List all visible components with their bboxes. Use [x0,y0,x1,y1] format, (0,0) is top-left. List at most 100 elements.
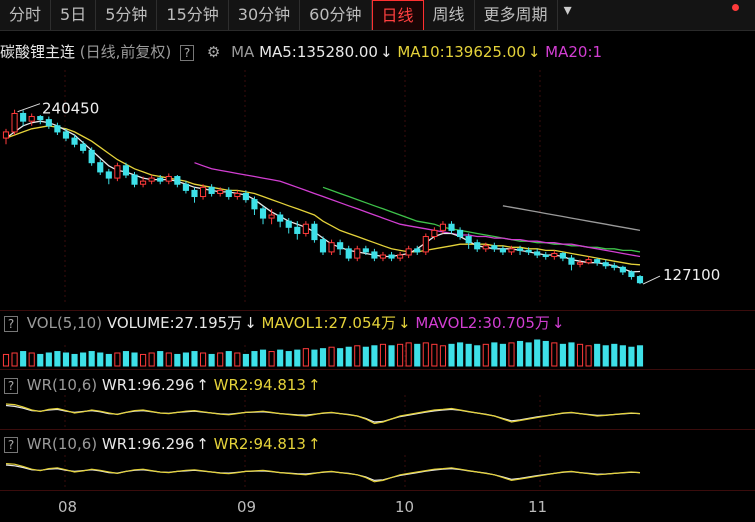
volume-bar-9 [80,352,87,367]
volume-bar-60 [516,340,524,367]
candle-body-63 [542,254,549,258]
candle-body-28 [242,192,249,201]
candle-body-24 [208,186,215,194]
volume-bar-48 [414,343,421,367]
ma20-value: MA20:1 [545,43,603,61]
candle-body-16 [140,180,147,185]
period-tabs: 分时 5日 5分钟 15分钟 30分钟 60分钟 日线 周线 更多周期 ▾ [0,0,755,31]
candle-body-27 [234,192,241,198]
volume-bar-42 [362,346,369,367]
tab-6[interactable]: 日线 [371,0,424,30]
volume-bar-11 [97,352,104,367]
candle-body-61 [525,249,532,253]
candle-body-30 [259,208,267,219]
candle-body-60 [516,248,524,251]
help-icon[interactable]: ? [180,44,195,61]
volume-bar-68 [585,345,592,367]
candle-body-17 [148,177,155,182]
candle-body-39 [337,242,344,250]
ma10-trend-icon: ↓ [527,43,541,61]
x-tick-10: 10 [395,498,414,516]
tab-7[interactable]: 周线 [424,0,475,30]
volume-bar-62 [534,339,541,367]
tab-5[interactable]: 60分钟 [300,0,372,30]
instrument-name: 碳酸锂主连 [0,43,76,61]
tab-4[interactable]: 30分钟 [229,0,301,30]
candle-body-54 [465,236,472,244]
candle-body-29 [251,199,258,210]
volume-bar-53 [457,342,464,367]
candle-body-66 [568,257,575,265]
tab-0[interactable]: 分时 [0,0,52,30]
wr1b-help-icon[interactable]: ? [4,436,18,453]
volume-bar-69 [594,343,601,367]
mavol1-value: MAVOL1:27.054万 [261,314,397,332]
wr-yellow-line-1 [5,403,641,425]
volume-bar-31 [268,351,275,367]
ma5-trend-icon: ↓ [379,43,393,61]
adjust-mode: (日线,前复权) [79,43,172,61]
volume-bar-16 [140,353,147,367]
ma10-value: MA10:139625.00 [397,43,526,61]
volume-bar-74 [636,345,644,367]
candle-body-73 [628,271,635,278]
volume-bar-71 [611,343,618,367]
volume-bar-51 [439,345,447,367]
wr2-value: WR2:94.813 [213,376,306,394]
volume-bar-13 [114,352,121,367]
candle-body-59 [508,248,515,253]
vol-help-icon[interactable]: ? [4,315,18,332]
volume-bar-65 [559,343,566,367]
volume-bar-49 [422,342,429,367]
candle-body-62 [534,251,541,256]
volume-bar-57 [491,342,498,367]
tab-8[interactable]: 更多周期 [475,0,558,30]
gear-icon[interactable]: ⚙ [206,43,221,61]
volume-bar-66 [568,342,575,367]
volume-bar-52 [448,343,455,367]
candle-body-55 [474,242,481,250]
candle-body-44 [379,254,387,259]
x-tick-08: 08 [58,498,77,516]
volume-bar-29 [251,351,258,367]
candle-body-7 [62,131,70,139]
vol-header: ? VOL(5,10) VOLUME:27.195万 ↓ MAVOL1:27.05… [0,311,564,335]
volume-bar-38 [328,346,335,367]
candle-body-4 [37,116,44,121]
candle-body-53 [457,229,464,238]
candle-body-43 [371,251,378,259]
wr2b-trend-icon: ↑ [307,435,321,453]
candle-body-70 [602,262,609,267]
candle-body-68 [585,259,592,264]
volume-bar-70 [602,345,609,367]
volume-bar-54 [465,343,472,367]
volume-bar-5 [45,352,52,367]
wr1-indicator-name: WR(10,6) [26,376,98,394]
wr-white-line-1 [5,404,641,423]
chevron-down-icon[interactable]: ▾ [563,0,572,19]
candle-body-74 [636,276,644,284]
volume-bar-47 [405,342,412,367]
candle-body-3 [28,116,35,122]
volume-bar-19 [165,352,172,367]
wr1-help-icon[interactable]: ? [4,377,18,394]
min-price-label: 127100 [663,266,720,284]
volume-bar-72 [619,345,626,367]
tab-3[interactable]: 15分钟 [157,0,229,30]
candle-body-69 [594,259,601,264]
candle-body-33 [285,220,292,228]
mavol2-trend-icon: ↓ [551,314,565,332]
candle-body-67 [576,262,584,265]
candle-body-22 [191,189,198,198]
volume-bar-44 [379,343,387,367]
wr1-trend-icon: ↑ [196,376,209,394]
candle-body-20 [174,176,181,185]
tab-1[interactable]: 5日 [51,0,97,30]
tab-2[interactable]: 5分钟 [96,0,158,30]
ma20-line [194,162,641,258]
volume-bar-55 [474,345,481,367]
volume-bar-3 [28,352,35,367]
volume-bar-0 [2,353,10,367]
volume-bar-22 [191,351,198,367]
